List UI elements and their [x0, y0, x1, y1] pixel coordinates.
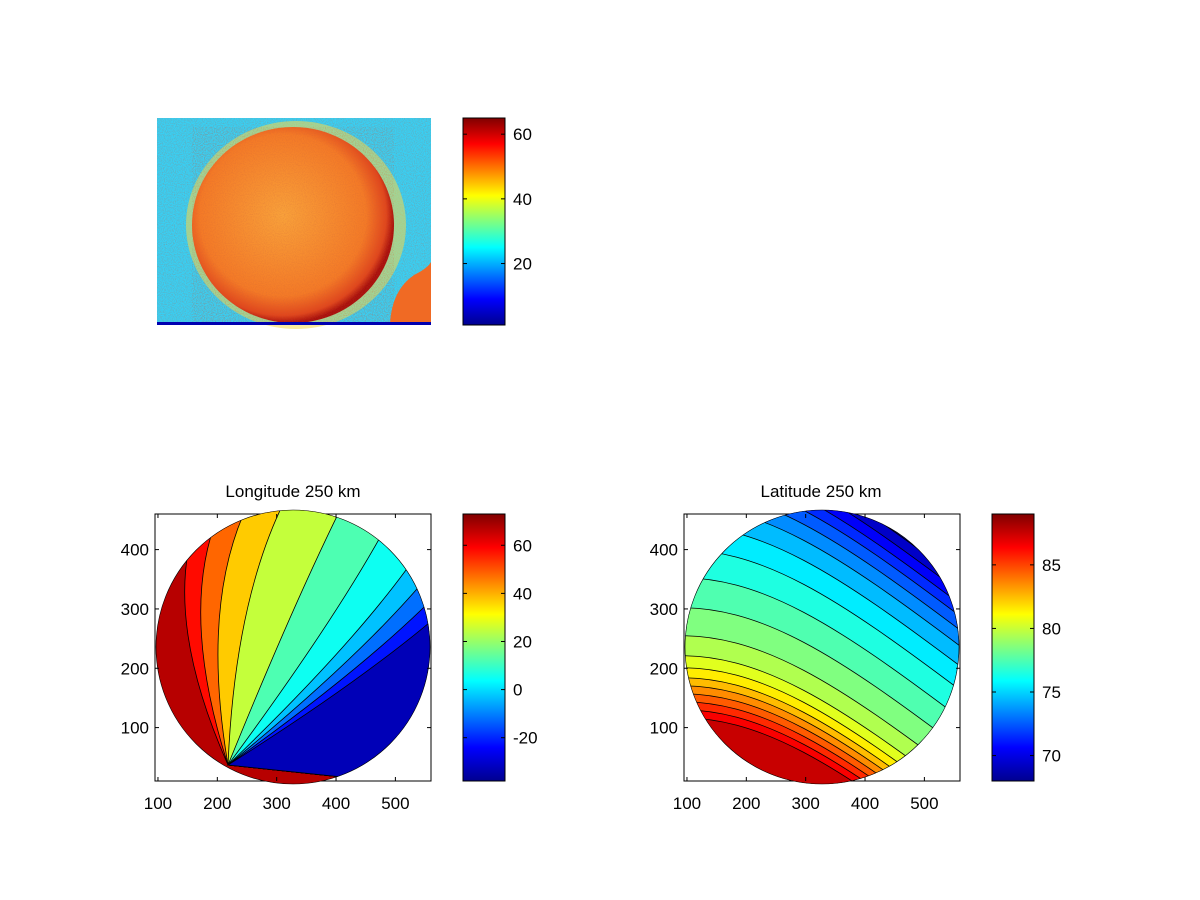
longitude-x-tick-label: 100 [144, 794, 172, 813]
latitude-x-tick-label: 500 [910, 794, 938, 813]
longitude-x-tick-label: 400 [322, 794, 350, 813]
latitude-x-tick-label: 300 [791, 794, 819, 813]
image-disk-noise [192, 127, 394, 323]
longitude-axis-ticks: 100 200 300 400 500 100 200 300 400 [121, 514, 431, 813]
latitude-band [685, 717, 959, 784]
image-corner-blob [390, 262, 431, 323]
colorbar-longitude-tick-label: 20 [513, 632, 532, 651]
longitude-title: Longitude 250 km [225, 482, 360, 501]
longitude-y-tick-label: 400 [121, 541, 149, 560]
image-panel: 20 40 60 [157, 117, 532, 329]
longitude-y-tick-label: 100 [121, 719, 149, 738]
colorbar-image-tick-label: 60 [513, 125, 532, 144]
latitude-y-tick-label: 300 [650, 600, 678, 619]
colorbar-image: 20 40 60 [462, 117, 532, 326]
longitude-contours [155, 509, 431, 785]
colorbar-latitude: 70 75 80 85 [991, 513, 1061, 782]
latitude-x-tick-label: 400 [851, 794, 879, 813]
longitude-disk-edge [155, 509, 431, 785]
latitude-x-tick-label: 200 [732, 794, 760, 813]
latitude-title: Latitude 250 km [761, 482, 882, 501]
latitude-y-tick-label: 400 [650, 541, 678, 560]
longitude-y-tick-label: 300 [121, 600, 149, 619]
colorbar-longitude-tick-label: -20 [513, 729, 538, 748]
colorbar-longitude-tick-label: 40 [513, 584, 532, 603]
colorbar-latitude-tick-label: 75 [1042, 683, 1061, 702]
colorbar-image-gradient [462, 117, 506, 326]
colorbar-latitude-tick-label: 80 [1042, 619, 1061, 638]
longitude-band [226, 510, 430, 784]
latitude-axis-ticks: 100 200 300 400 500 100 200 300 400 [650, 514, 960, 813]
latitude-y-tick-label: 100 [650, 719, 678, 738]
colorbar-longitude: -20 0 20 40 60 [462, 513, 538, 782]
colorbar-longitude-tick-label: 0 [513, 681, 522, 700]
colorbar-image-tick-label: 40 [513, 190, 532, 209]
latitude-y-tick-label: 200 [650, 659, 678, 678]
colorbar-latitude-gradient [991, 513, 1035, 782]
latitude-contours [684, 509, 960, 785]
latitude-disk-edge [684, 509, 960, 785]
longitude-x-tick-label: 500 [381, 794, 409, 813]
longitude-x-tick-label: 300 [262, 794, 290, 813]
colorbar-image-tick-label: 20 [513, 255, 532, 274]
latitude-panel: Latitude 250 km 100 200 300 400 500 100 200 300… [650, 482, 1061, 813]
colorbar-longitude-gradient [462, 513, 506, 782]
image-base-line [157, 322, 431, 325]
colorbar-latitude-tick-label: 70 [1042, 747, 1061, 766]
colorbar-longitude-tick-label: 60 [513, 536, 532, 555]
latitude-x-tick-label: 100 [673, 794, 701, 813]
longitude-panel: Longitude 250 km 100 200 300 400 50010020030… [121, 482, 538, 813]
colorbar-latitude-tick-label: 85 [1042, 556, 1061, 575]
longitude-y-tick-label: 200 [121, 659, 149, 678]
longitude-x-tick-label: 200 [203, 794, 231, 813]
